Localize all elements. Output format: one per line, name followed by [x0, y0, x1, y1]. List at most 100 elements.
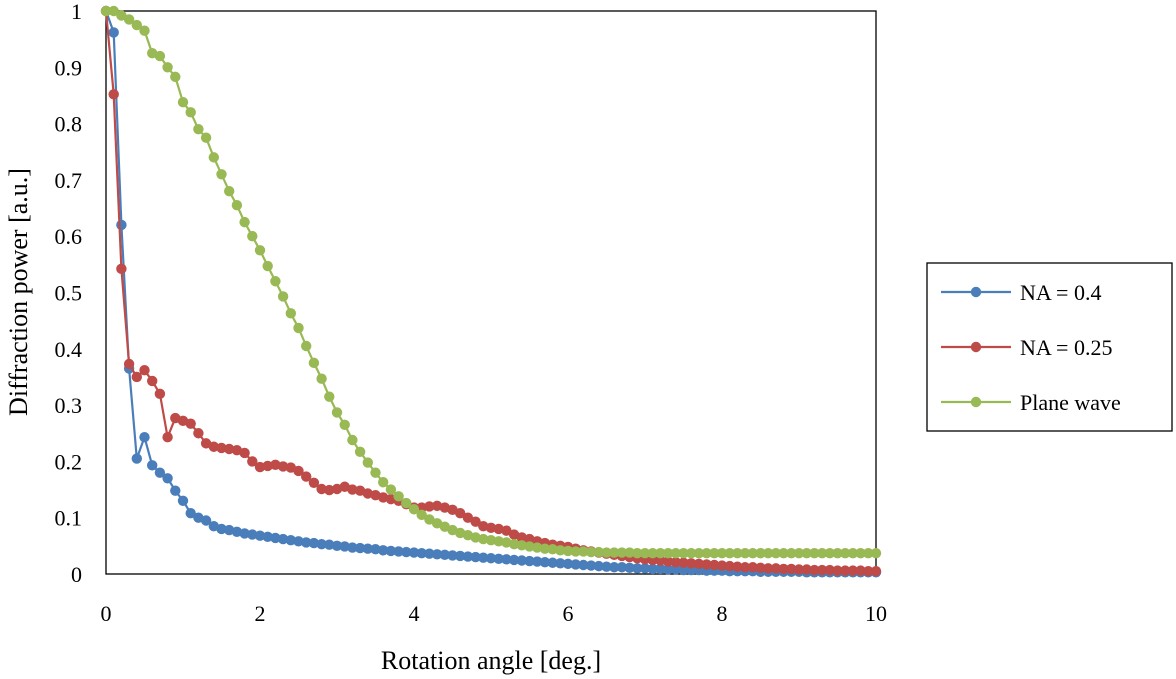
data-point — [200, 515, 212, 526]
data-point — [724, 547, 735, 559]
data-point — [716, 560, 728, 571]
data-point — [639, 563, 651, 574]
y-tick-label: 0.1 — [55, 506, 83, 531]
data-point — [470, 516, 481, 527]
data-point — [316, 373, 327, 384]
data-point — [100, 5, 112, 17]
data-point — [786, 547, 797, 559]
data-point — [154, 467, 166, 478]
data-point — [424, 548, 435, 559]
legend-label: Plane wave — [1020, 390, 1121, 415]
data-point — [116, 263, 127, 275]
data-point — [739, 562, 751, 573]
data-point — [331, 407, 343, 418]
data-point — [508, 554, 520, 566]
data-point — [208, 441, 219, 452]
data-point — [247, 231, 258, 242]
data-point — [123, 14, 135, 25]
data-point — [832, 565, 843, 576]
data-point — [393, 491, 404, 502]
data-point — [385, 545, 397, 557]
data-point — [301, 340, 312, 352]
data-point — [562, 545, 574, 557]
data-point — [516, 555, 527, 566]
data-point — [609, 562, 620, 573]
y-tick-label: 0.4 — [55, 337, 83, 362]
data-point — [539, 556, 551, 568]
data-point — [870, 547, 882, 559]
data-point — [401, 546, 412, 558]
data-point — [131, 19, 142, 31]
data-point — [116, 219, 127, 231]
data-point — [424, 501, 435, 512]
legend-entry: NA = 0.4 — [941, 280, 1101, 305]
data-point — [485, 522, 497, 534]
data-point — [208, 152, 219, 163]
data-point — [793, 547, 805, 559]
y-axis-title: Diffraction power [a.u.] — [4, 168, 33, 416]
data-point — [139, 431, 150, 443]
data-point — [524, 555, 535, 567]
data-point — [185, 107, 196, 118]
data-point — [678, 557, 689, 568]
data-point — [585, 546, 597, 558]
data-point — [324, 391, 335, 402]
data-point — [616, 547, 628, 558]
data-point — [593, 546, 604, 558]
data-point — [370, 544, 381, 555]
data-point — [739, 547, 751, 559]
data-point — [177, 495, 189, 507]
data-point — [139, 25, 150, 36]
data-point — [593, 560, 604, 572]
data-point — [578, 546, 589, 557]
data-point — [786, 563, 797, 575]
data-point — [339, 419, 350, 430]
data-point — [123, 358, 135, 370]
data-point — [678, 564, 689, 576]
data-point — [732, 547, 743, 559]
data-point — [139, 364, 150, 376]
data-point — [801, 547, 812, 559]
y-tick-label: 0.6 — [55, 224, 83, 249]
data-point — [131, 453, 142, 464]
data-point — [870, 565, 882, 577]
data-point — [277, 461, 289, 472]
data-point — [370, 467, 381, 478]
data-point — [655, 563, 666, 575]
data-point — [662, 547, 674, 559]
data-point — [555, 558, 566, 569]
data-point — [193, 124, 204, 135]
data-point — [254, 530, 266, 541]
series-2 — [100, 5, 882, 559]
data-point — [354, 446, 366, 458]
data-point — [177, 97, 189, 108]
x-axis-ticks: 0 2 4 6 8 10 — [101, 601, 888, 626]
data-point — [508, 538, 520, 550]
data-point — [632, 547, 643, 559]
legend-label: NA = 0.25 — [1020, 335, 1112, 360]
data-point — [147, 375, 158, 387]
data-point — [478, 533, 489, 545]
data-point — [601, 547, 612, 558]
data-point — [193, 428, 204, 439]
data-point — [601, 561, 612, 572]
data-point — [162, 62, 173, 73]
data-point — [185, 418, 196, 429]
data-point — [293, 465, 304, 477]
data-point — [747, 562, 758, 573]
data-point — [347, 434, 358, 446]
y-axis-ticks: 0 0.1 0.2 0.3 0.4 0.5 0.6 0.7 0.8 0.9 1 — [55, 0, 83, 587]
data-point — [639, 547, 651, 559]
data-point — [693, 547, 705, 559]
data-point — [778, 547, 789, 559]
data-point — [462, 512, 474, 523]
data-point — [547, 544, 558, 555]
data-point — [547, 557, 558, 568]
data-point — [809, 547, 820, 559]
data-point — [277, 291, 289, 302]
legend-marker — [970, 341, 982, 353]
data-point — [662, 564, 674, 575]
data-point — [385, 484, 397, 495]
data-point — [855, 547, 866, 559]
data-point — [170, 485, 181, 496]
